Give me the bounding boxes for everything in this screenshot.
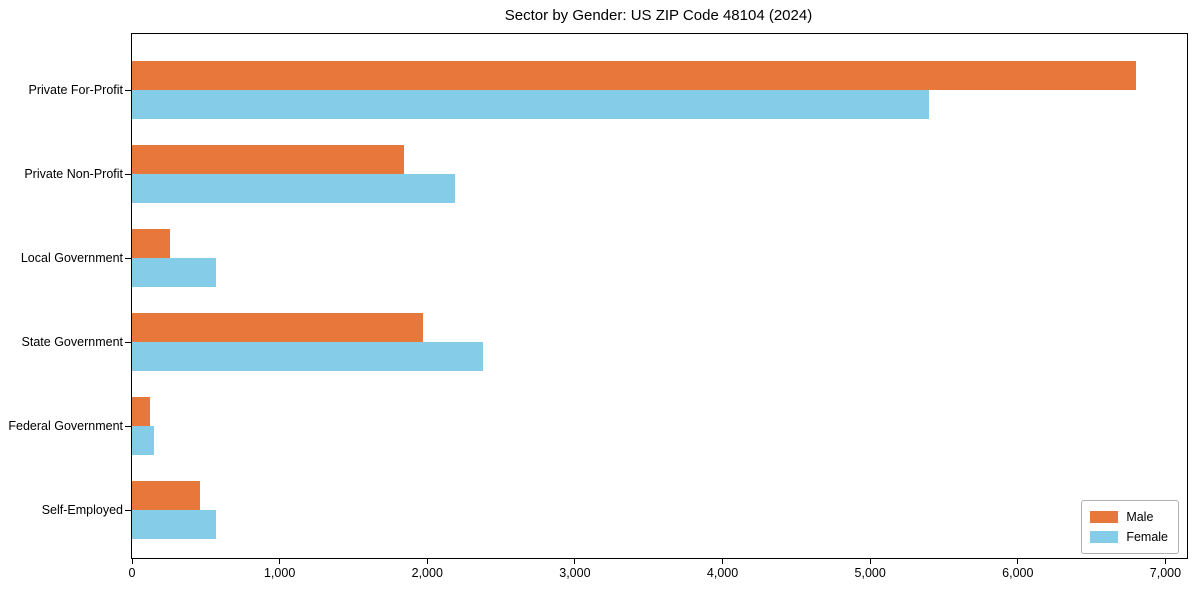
y-axis-category-label: State Government (21, 335, 123, 349)
y-axis-tick (125, 342, 131, 343)
legend-label: Male (1126, 510, 1154, 524)
bar-male-state-government (132, 313, 423, 342)
bar-female-private-non-profit (132, 174, 456, 203)
bar-male-private-for-profit (132, 61, 1136, 90)
x-axis-tick (574, 559, 576, 564)
x-axis-tick (1164, 559, 1166, 564)
y-axis-tick (125, 510, 131, 511)
x-axis-tick-label: 1,000 (263, 566, 296, 580)
y-axis-tick (125, 174, 131, 175)
x-axis-tick (426, 559, 428, 564)
x-axis-tick-label: 7,000 (1149, 566, 1182, 580)
bar-male-local-government (132, 229, 171, 258)
bar-female-self-employed (132, 510, 217, 539)
y-axis-category-label: Private For-Profit (28, 83, 123, 97)
bar-female-private-for-profit (132, 90, 930, 119)
legend-entry-male: Male (1090, 507, 1168, 527)
y-axis-category-label: Local Government (20, 251, 123, 265)
legend-swatch-female (1090, 531, 1119, 543)
x-axis-tick-label: 5,000 (854, 566, 886, 580)
x-axis-tick (131, 559, 133, 564)
x-axis-tick-label: 2,000 (411, 566, 443, 580)
bar-female-local-government (132, 258, 217, 287)
bar-male-self-employed (132, 481, 200, 510)
y-axis-category-label: Self-Employed (41, 503, 123, 517)
plot-area: Male Female 0 1,000 2,000 3,000 4,000 5,000 6,0… (8, 33, 1188, 580)
x-axis-tick-label: 6,000 (1002, 566, 1034, 580)
bar-female-state-government (132, 342, 484, 371)
x-axis-tick (1017, 559, 1019, 564)
chart-title: Sector by Gender: US ZIP Code 48104 (202… (504, 7, 813, 24)
y-axis-category-label: Private Non-Profit (24, 167, 123, 181)
bar-male-federal-government (132, 397, 151, 426)
x-axis-tick (869, 559, 871, 564)
x-axis-tick (279, 559, 281, 564)
legend-label: Female (1126, 530, 1168, 544)
x-axis-tick-label: 4,000 (706, 566, 739, 580)
y-axis-tick (125, 426, 131, 427)
bar-male-private-non-profit (132, 145, 404, 174)
y-axis-tick (125, 258, 131, 259)
x-axis-tick (722, 559, 724, 564)
legend: Male Female (1081, 500, 1179, 554)
x-axis-tick-label: 3,000 (559, 566, 591, 580)
bar-female-federal-government (132, 426, 155, 455)
x-axis-tick-label: 0 (128, 566, 136, 580)
legend-entry-female: Female (1090, 527, 1168, 547)
y-axis-tick (125, 90, 131, 91)
y-axis-category-label: Federal Government (8, 419, 123, 433)
legend-swatch-male (1090, 511, 1119, 523)
